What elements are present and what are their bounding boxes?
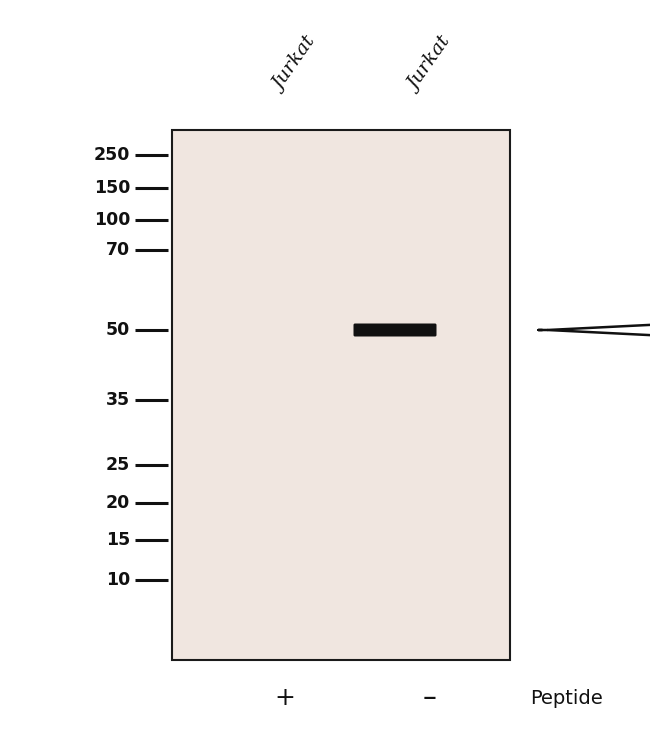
Bar [172, 130, 510, 660]
Text: –: – [423, 684, 437, 712]
Text: 25: 25 [106, 456, 130, 474]
FancyBboxPatch shape [354, 324, 437, 337]
Text: Jurkat: Jurkat [270, 34, 320, 95]
Text: Peptide: Peptide [530, 689, 603, 708]
Text: 70: 70 [106, 241, 130, 259]
Text: +: + [274, 686, 296, 710]
Text: 10: 10 [106, 571, 130, 589]
Text: 15: 15 [106, 531, 130, 549]
Text: 50: 50 [106, 321, 130, 339]
Text: 35: 35 [106, 391, 130, 409]
Text: Jurkat: Jurkat [405, 34, 455, 95]
Text: 20: 20 [106, 494, 130, 512]
Text: 100: 100 [94, 211, 130, 229]
Text: 250: 250 [94, 146, 130, 164]
Text: 150: 150 [94, 179, 130, 197]
